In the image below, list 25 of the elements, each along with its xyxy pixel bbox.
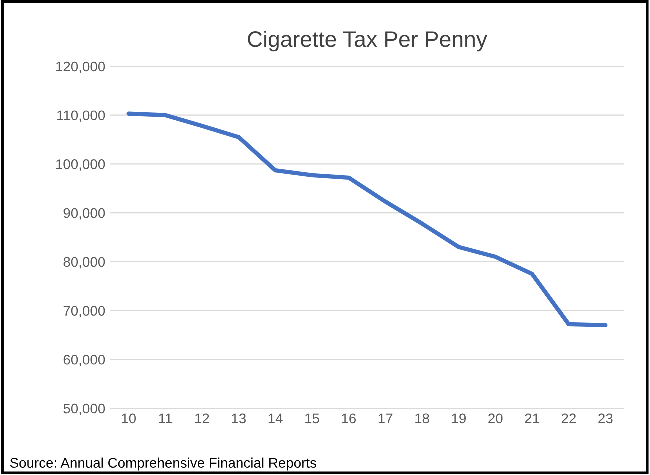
x-tick-label: 13 bbox=[232, 414, 246, 424]
y-tick-label: 100,000 bbox=[56, 160, 106, 172]
y-tick-label: 120,000 bbox=[56, 62, 106, 74]
y-tick-label: 110,000 bbox=[58, 110, 106, 122]
line-series bbox=[126, 112, 608, 328]
x-tick-label: 16 bbox=[342, 414, 356, 424]
x-tick-label: 11 bbox=[159, 414, 172, 424]
x-tick-label: 23 bbox=[598, 414, 613, 424]
x-tick-label: 19 bbox=[452, 414, 466, 424]
y-tick-label: 70,000 bbox=[64, 306, 106, 318]
x-tick-label: 21 bbox=[525, 414, 540, 424]
x-tick-label: 17 bbox=[378, 414, 393, 424]
x-tick-label: 10 bbox=[122, 414, 136, 424]
x-tick-label: 14 bbox=[268, 414, 283, 424]
x-tick-label: 22 bbox=[562, 414, 576, 424]
y-tick-label: 90,000 bbox=[64, 208, 106, 220]
x-tick-label: 12 bbox=[196, 414, 210, 424]
x-tick-label: 18 bbox=[416, 414, 430, 424]
source-note: Source: Annual Comprehensive Financial Reports bbox=[10, 458, 317, 471]
y-tick-label: 80,000 bbox=[64, 257, 106, 269]
x-tick-label: 20 bbox=[488, 414, 503, 424]
y-tick-label: 50,000 bbox=[64, 404, 106, 416]
x-tick-label: 15 bbox=[306, 414, 320, 424]
chart-title: Cigarette Tax Per Penny bbox=[248, 30, 488, 52]
y-tick-label: 60,000 bbox=[64, 354, 106, 366]
